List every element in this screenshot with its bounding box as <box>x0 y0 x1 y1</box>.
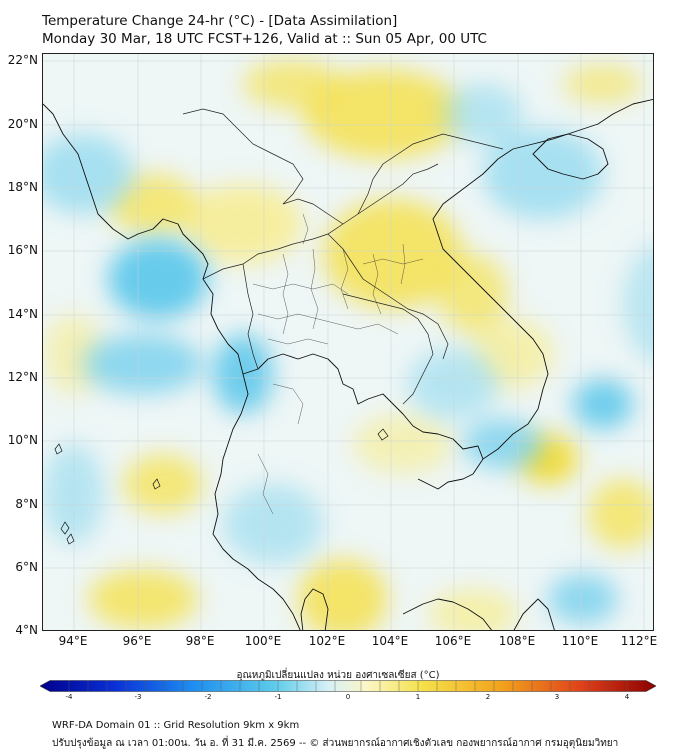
colorbar-title: อุณหภูมิเปลี่ยนแปลง หน่วย องศาเซลเซียส (… <box>236 670 440 681</box>
map-title: Temperature Change 24-hr (°C) - [Data As… <box>42 12 487 48</box>
colorbar <box>40 680 656 692</box>
lat-label-4n: 4°N <box>15 623 38 637</box>
colorbar-tick-minus2: -2 <box>204 693 212 701</box>
lon-label-104e: 104°E <box>371 634 409 648</box>
lon-label-94e: 94°E <box>58 634 88 648</box>
lon-label-108e: 108°E <box>498 634 536 648</box>
cool-anomaly-areas <box>43 84 653 624</box>
islands <box>54 428 389 545</box>
lon-label-102e: 102°E <box>308 634 346 648</box>
lat-label-16n: 16°N <box>7 243 38 257</box>
colorbar-tick-minus4: -4 <box>65 693 73 701</box>
lat-label-10n: 10°N <box>7 433 38 447</box>
lon-label-110e: 110°E <box>561 634 599 648</box>
lon-label-96e: 96°E <box>122 634 152 648</box>
lon-label-100e: 100°E <box>244 634 282 648</box>
colorbar-tick-minus3: -3 <box>134 693 142 701</box>
lat-label-22n: 22°N <box>7 53 38 67</box>
graticule-lines <box>43 54 653 630</box>
lat-label-12n: 12°N <box>7 370 38 384</box>
lon-label-106e: 106°E <box>434 634 472 648</box>
colorbar-tick-minus1: -1 <box>274 693 282 701</box>
map-panel <box>42 53 654 631</box>
lat-label-14n: 14°N <box>7 307 38 321</box>
province-boundaries <box>252 213 424 515</box>
lon-label-112e: 112°E <box>620 634 658 648</box>
colorbar-tick-4: 4 <box>624 693 630 701</box>
warm-anomaly-areas <box>43 59 653 630</box>
colorbar-tick-3: 3 <box>554 693 560 701</box>
title-line-1: Temperature Change 24-hr (°C) - [Data As… <box>42 13 398 29</box>
lat-label-18n: 18°N <box>7 180 38 194</box>
colorbar-tick-2: 2 <box>485 693 491 701</box>
footer-credit: ปรับปรุงข้อมูล ณ เวลา 01:00น. วัน อ. ที่… <box>52 738 619 749</box>
lat-label-20n: 20°N <box>7 117 38 131</box>
lat-label-8n: 8°N <box>15 497 38 511</box>
lon-label-98e: 98°E <box>185 634 215 648</box>
colorbar-tick-0: 0 <box>345 693 351 701</box>
footer-model-info: WRF-DA Domain 01 :: Grid Resolution 9km … <box>52 720 300 731</box>
country-borders <box>182 108 504 405</box>
coastlines <box>43 98 653 630</box>
title-line-2: Monday 30 Mar, 18 UTC FCST+126, Valid at… <box>42 31 487 47</box>
lat-label-6n: 6°N <box>15 560 38 574</box>
temperature-field-map <box>43 54 653 630</box>
colorbar-tick-1: 1 <box>415 693 421 701</box>
